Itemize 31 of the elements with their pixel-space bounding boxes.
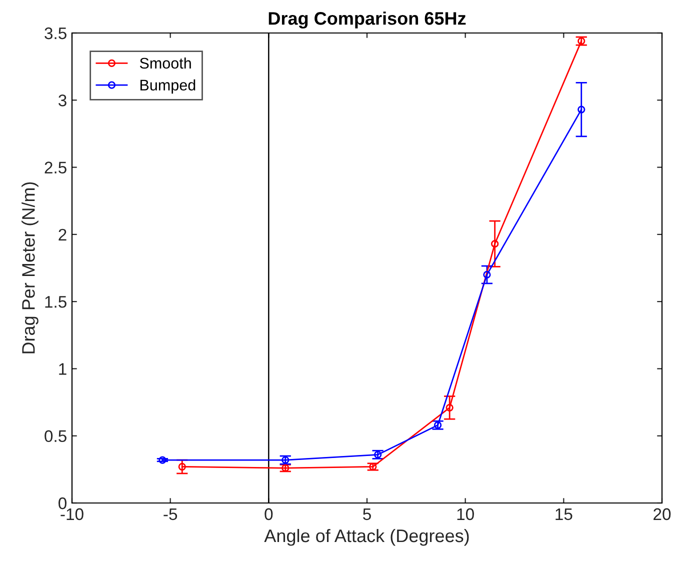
point [434,421,442,429]
point [282,456,290,464]
x-tick-label: 20 [654,508,671,520]
point [491,240,499,248]
point [178,462,186,471]
point [446,404,454,412]
x-tick-label: 0 [264,508,273,520]
x-tick-label: 10 [457,508,474,520]
x-tick-label: -5 [164,508,178,520]
x-tick-label: 15 [556,508,572,520]
point [578,106,586,114]
y-tick-label: 2.5 [44,162,66,174]
y-tick-label: 3.5 [44,27,66,40]
legend-label: Bumped [140,79,196,94]
point [282,464,290,472]
chart-title: Drag Comparison 65Hz [268,12,466,28]
point [578,37,586,45]
point [374,450,382,458]
y-axis-title: Drag Per Meter (N/m) [22,182,38,354]
x-tick-label: 5 [363,508,371,520]
legend-label: Smooth [140,57,191,69]
y-tick-label: 1.5 [45,296,66,308]
point [483,270,491,279]
y-tick-label: 3 [58,94,66,106]
x-axis-title: Angle of Attack (Degrees) [264,528,469,546]
x-tick-label: -10 [60,508,84,520]
point [158,456,166,464]
y-tick-label: 1 [59,363,66,375]
y-tick-label: 0 [58,497,66,510]
y-tick-label: 2 [58,228,66,240]
y-tick-label: 0.5 [44,430,66,442]
